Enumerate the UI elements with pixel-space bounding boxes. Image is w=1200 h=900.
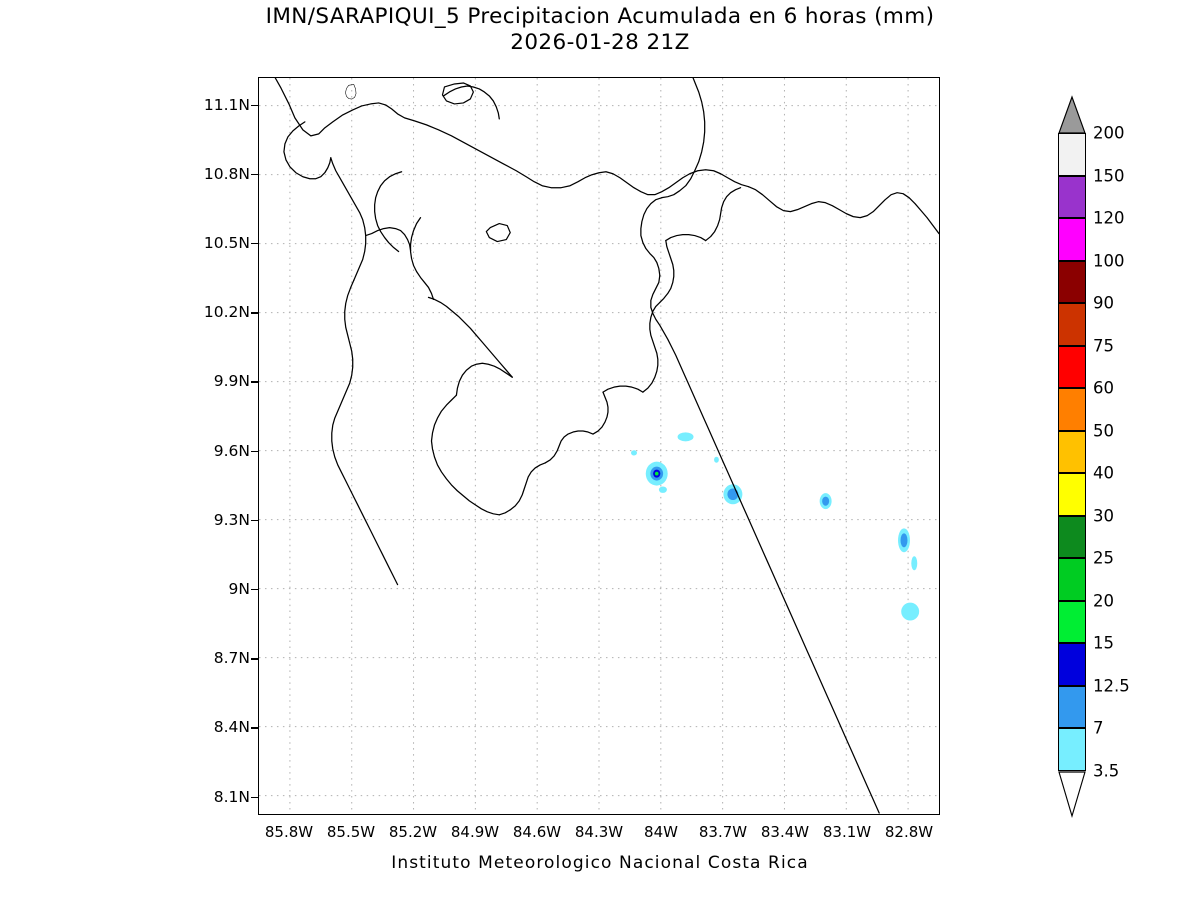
y-tick-label: 11.1N	[203, 95, 250, 114]
x-tick-label: 83.4W	[760, 823, 810, 841]
y-tick-mark	[251, 796, 258, 798]
precip-blob	[658, 486, 667, 493]
y-tick-mark	[251, 173, 258, 176]
colorbar-tick-label: 3.5	[1093, 761, 1120, 780]
colorbar-band	[1058, 388, 1086, 431]
precip-blob	[723, 484, 743, 505]
x-tick-label: 83.1W	[822, 823, 872, 841]
colorbar-tick-label: 40	[1093, 463, 1114, 483]
y-tick-mark	[251, 381, 258, 383]
colorbar-tick-label: 90	[1093, 293, 1114, 313]
precip-blob	[645, 461, 668, 486]
colorbar-band	[1058, 600, 1086, 643]
colorbar-tick-label: 120	[1093, 208, 1125, 228]
colorbar-tick-label: 75	[1093, 336, 1114, 355]
y-tick-mark	[251, 519, 258, 522]
y-tick-label: 8.1N	[213, 787, 250, 806]
colorbar-band	[1058, 303, 1086, 346]
x-tick-label: 84.9W	[450, 823, 500, 841]
precip-blob	[677, 432, 694, 442]
colorbar-band	[1058, 430, 1086, 473]
chart-title: IMN/SARAPIQUI_5 Precipitacion Acumulada …	[0, 4, 1200, 56]
x-tick-label: 84W	[644, 823, 678, 841]
y-tick-mark	[251, 727, 258, 729]
colorbar-band	[1058, 345, 1086, 388]
precip-blob	[901, 602, 920, 621]
map-plot-area	[258, 77, 940, 815]
colorbar-over-arrow	[1058, 95, 1086, 134]
colorbar-band	[1058, 558, 1086, 601]
precip-blob	[714, 456, 719, 463]
attribution-footer: Instituto Meteorologico Nacional Costa R…	[391, 853, 809, 873]
colorbar-tick-label: 50	[1093, 421, 1114, 440]
y-tick-mark	[251, 243, 258, 245]
colorbar-tick-label: 200	[1093, 123, 1125, 143]
x-tick-label: 83.7W	[698, 823, 748, 841]
y-tick-label: 10.5N	[203, 234, 250, 253]
precip-blob	[911, 556, 918, 571]
precip-blob	[898, 528, 910, 553]
y-tick-mark	[251, 104, 258, 107]
y-tick-label: 9.9N	[213, 372, 250, 391]
colorbar-tick-label: 30	[1093, 506, 1114, 525]
colorbar-tick-label: 25	[1093, 548, 1114, 568]
colorbar-tick-label: 7	[1093, 718, 1104, 738]
colorbar: 200 150 120 100 90 75 60 50 40 30 25 20 15 12.5 7 3.5	[1053, 95, 1130, 818]
x-tick-label: 84.6W	[512, 823, 562, 841]
colorbar-band	[1058, 643, 1086, 686]
y-tick-label: 10.8N	[203, 164, 250, 183]
colorbar-tick-label: 100	[1093, 251, 1125, 270]
x-tick-label: 85.2W	[388, 823, 438, 841]
x-tick-label: 85.5W	[326, 823, 376, 841]
colorbar-band	[1058, 133, 1086, 176]
x-tick-label: 84.3W	[574, 823, 624, 841]
colorbar-tick-label: 12.5	[1093, 676, 1130, 695]
colorbar-band	[1058, 728, 1086, 771]
precip-blob	[819, 493, 832, 510]
y-tick-mark	[251, 588, 258, 591]
y-tick-label: 9.3N	[213, 510, 250, 529]
y-tick-label: 8.4N	[213, 718, 250, 737]
y-tick-mark	[251, 450, 258, 452]
colorbar-under-arrow	[1058, 770, 1086, 818]
precipitation-field	[631, 432, 920, 621]
title-line-2: 2026-01-28 21Z	[510, 30, 690, 55]
colorbar-band	[1058, 685, 1086, 728]
y-tick-label: 8.7N	[213, 649, 250, 668]
colorbar-band	[1058, 260, 1086, 303]
y-tick-label: 9.6N	[213, 441, 250, 460]
colorbar-tick-label: 150	[1093, 166, 1125, 185]
colorbar-band	[1058, 473, 1086, 516]
y-tick-mark	[251, 312, 258, 314]
y-tick-label: 10.2N	[203, 303, 250, 322]
title-line-1: IMN/SARAPIQUI_5 Precipitacion Acumulada …	[265, 4, 935, 29]
colorbar-band	[1058, 175, 1086, 218]
x-tick-label: 85.8W	[264, 823, 314, 841]
colorbar-band	[1058, 515, 1086, 558]
coastline-borders	[274, 78, 939, 814]
colorbar-tick-label: 60	[1093, 378, 1114, 398]
y-tick-label: 9N	[228, 579, 250, 598]
colorbar-tick-label: 20	[1093, 591, 1114, 610]
precip-blob	[631, 450, 637, 456]
colorbar-band	[1058, 218, 1086, 261]
colorbar-tick-label: 15	[1093, 633, 1114, 653]
y-tick-mark	[251, 658, 258, 660]
x-tick-label: 82.8W	[884, 823, 934, 841]
